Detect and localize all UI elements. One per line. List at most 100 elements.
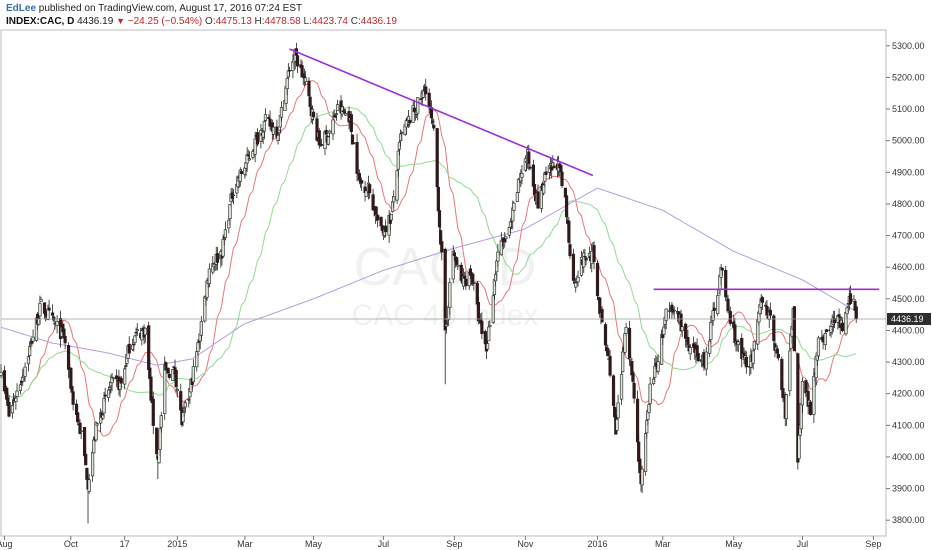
candle: [464, 270, 468, 290]
candle: [496, 243, 500, 267]
candle: [672, 306, 676, 319]
candle: [812, 367, 816, 424]
candle: [480, 312, 484, 340]
candle: [135, 323, 139, 337]
y-tick-label: 5200.00: [892, 72, 925, 82]
candle: [643, 430, 648, 476]
candle: [800, 377, 805, 414]
candle: [63, 333, 67, 350]
candle: [487, 321, 491, 342]
candle: [424, 78, 428, 101]
candle: [608, 349, 612, 378]
candle: [279, 101, 284, 122]
last-price-tag: [887, 312, 931, 325]
candle: [560, 166, 564, 189]
candle: [395, 169, 399, 204]
candle: [816, 335, 821, 360]
candle: [728, 306, 732, 327]
candle: [167, 371, 171, 380]
candle: [621, 346, 625, 373]
candle: [364, 188, 368, 197]
candlestick-series: [0, 42, 858, 524]
candle: [576, 270, 580, 287]
candle: [111, 376, 115, 382]
candle: [720, 267, 724, 276]
candle: [724, 265, 728, 302]
candle: [416, 97, 420, 121]
candle: [832, 310, 837, 329]
candle: [355, 133, 359, 182]
open-value: 4475.13: [215, 16, 252, 27]
candle: [704, 346, 708, 376]
y-tick-label: 4600.00: [892, 262, 925, 272]
y-tick-label: 3900.00: [892, 484, 925, 494]
x-tick-label: Mar: [237, 539, 253, 549]
x-tick-label: 17: [120, 539, 130, 549]
candle: [744, 351, 748, 374]
plot-area[interactable]: [0, 29, 887, 537]
x-tick-label: Mar: [655, 539, 671, 549]
y-tick-label: 4800.00: [892, 199, 925, 209]
x-tick-label: May: [305, 539, 323, 549]
candle: [174, 368, 178, 393]
x-tick-label: May: [725, 539, 743, 549]
high-value: 4478.58: [264, 16, 301, 27]
candle: [335, 99, 340, 112]
candle: [648, 377, 652, 411]
candle: [520, 164, 524, 185]
candle: [285, 76, 289, 96]
candle: [349, 111, 353, 136]
candle: [760, 295, 764, 310]
candle: [15, 383, 19, 397]
symbol-label[interactable]: INDEX:CAC, D: [6, 16, 75, 27]
author-link[interactable]: EdLee: [6, 3, 37, 14]
price-axis[interactable]: 3800.00 3900.00 4000.00 4100.00 4200.00 4300.…: [886, 41, 925, 525]
candle: [624, 322, 628, 337]
candle: [389, 213, 394, 222]
candle: [567, 217, 571, 244]
moving-averages: [0, 80, 857, 437]
open-label: O:: [205, 16, 216, 27]
candle: [368, 182, 372, 199]
x-tick-label: Oct: [64, 539, 79, 549]
moving-average-ma50: [0, 107, 857, 399]
candle: [512, 201, 516, 212]
y-tick-label: 4200.00: [892, 389, 925, 399]
candle: [327, 129, 332, 138]
candle: [440, 236, 444, 261]
y-tick-label: 5000.00: [892, 136, 925, 146]
candle: [808, 401, 813, 416]
candle: [228, 203, 232, 225]
candle: [788, 345, 792, 397]
moving-average-ma200: [0, 187, 857, 366]
time-axis[interactable]: Aug Oct 17 2015 Mar May Jul Sep Nov 2016 Mar May Jul…: [0, 536, 881, 549]
candle: [175, 387, 179, 398]
candle: [712, 301, 716, 319]
publish-line: EdLee published on TradingView.com, Augu…: [6, 3, 302, 14]
x-tick-label: Aug: [0, 539, 12, 549]
candle: [47, 299, 51, 311]
candle: [684, 322, 688, 348]
candle: [686, 329, 690, 346]
candle: [616, 394, 620, 421]
candle: [123, 367, 127, 390]
y-tick-label: 4700.00: [892, 231, 925, 241]
high-label: H:: [254, 16, 265, 27]
candle: [253, 131, 257, 163]
candle: [408, 118, 412, 128]
x-tick-label: 2016: [587, 539, 607, 549]
y-tick-label: 4000.00: [892, 452, 925, 462]
candle: [400, 130, 404, 142]
trendlines[interactable]: [289, 48, 880, 291]
trendline-downtrend[interactable]: [289, 48, 594, 177]
candle: [231, 189, 236, 205]
candle: [456, 259, 460, 270]
candle: [488, 320, 492, 327]
x-tick-label: 2015: [167, 539, 187, 549]
x-tick-label: Nov: [517, 539, 534, 549]
candle: [159, 412, 163, 433]
x-tick-label: Jul: [378, 539, 390, 549]
candle: [384, 219, 388, 238]
candle: [87, 473, 91, 494]
